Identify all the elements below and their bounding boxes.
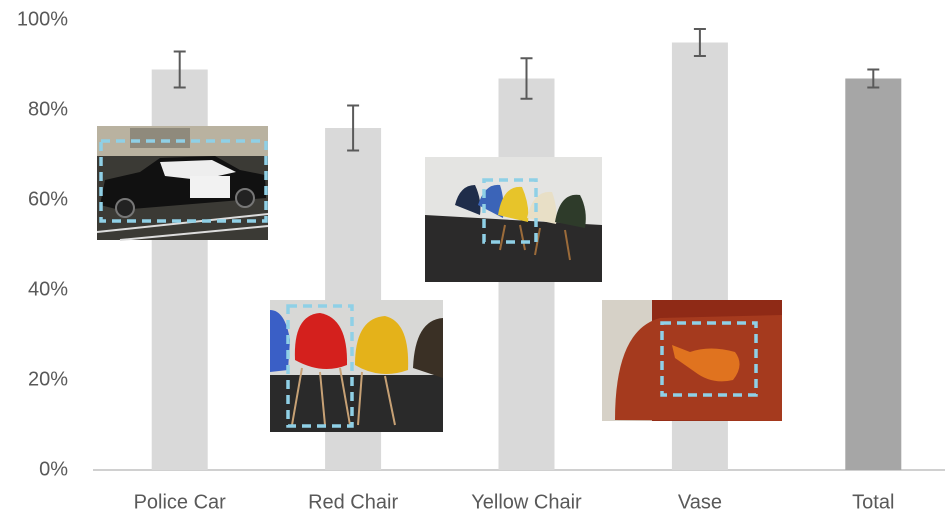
photo-vase [602,300,782,421]
x-tick-label: Yellow Chair [471,491,582,513]
y-tick-label: 0% [39,458,68,480]
axis-layer: 0% 20% 40% 60% 80% 100% Police Car Red Chair Yel… [17,8,945,513]
x-tick-label: Red Chair [308,491,398,513]
error-bar [520,57,533,100]
y-tick-label: 60% [28,188,68,210]
error-bar [867,68,880,89]
photo-yellow-chair [425,157,602,282]
y-tick-label: 20% [28,368,68,390]
error-bar [173,50,186,89]
error-bar [693,28,706,57]
x-tick-label: Police Car [134,491,227,513]
y-tick-label: 40% [28,278,68,300]
x-tick-label: Total [852,491,894,513]
y-tick-label: 100% [17,8,68,30]
y-tick-label: 80% [28,98,68,120]
photo-red-chair [270,300,443,432]
photo-police-car [96,126,269,241]
bar [845,78,902,470]
error-bar [347,104,360,152]
x-tick-label: Vase [678,491,722,513]
